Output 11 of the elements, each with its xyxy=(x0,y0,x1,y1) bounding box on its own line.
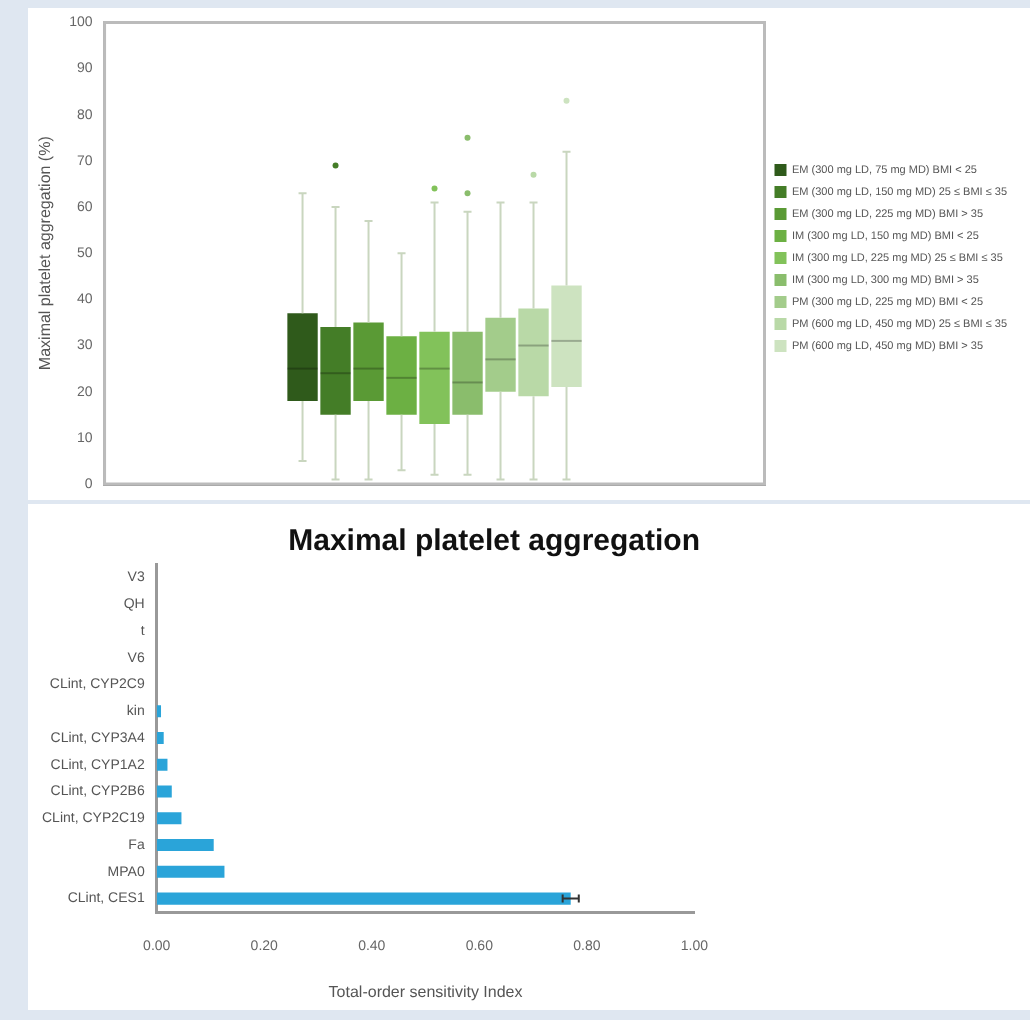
bar xyxy=(156,758,168,771)
bar xyxy=(156,731,164,745)
chart-title: Maximal platelet aggregation xyxy=(288,524,700,559)
bar xyxy=(156,839,214,852)
x-axis-title: Total-order sensitivity Index xyxy=(328,982,523,1001)
bar xyxy=(156,785,172,798)
bar xyxy=(156,812,182,825)
y-axis-title: Maximal platelet aggregation (%) xyxy=(36,135,55,371)
bar xyxy=(156,865,225,878)
bar xyxy=(156,892,571,905)
bar xyxy=(156,705,162,718)
